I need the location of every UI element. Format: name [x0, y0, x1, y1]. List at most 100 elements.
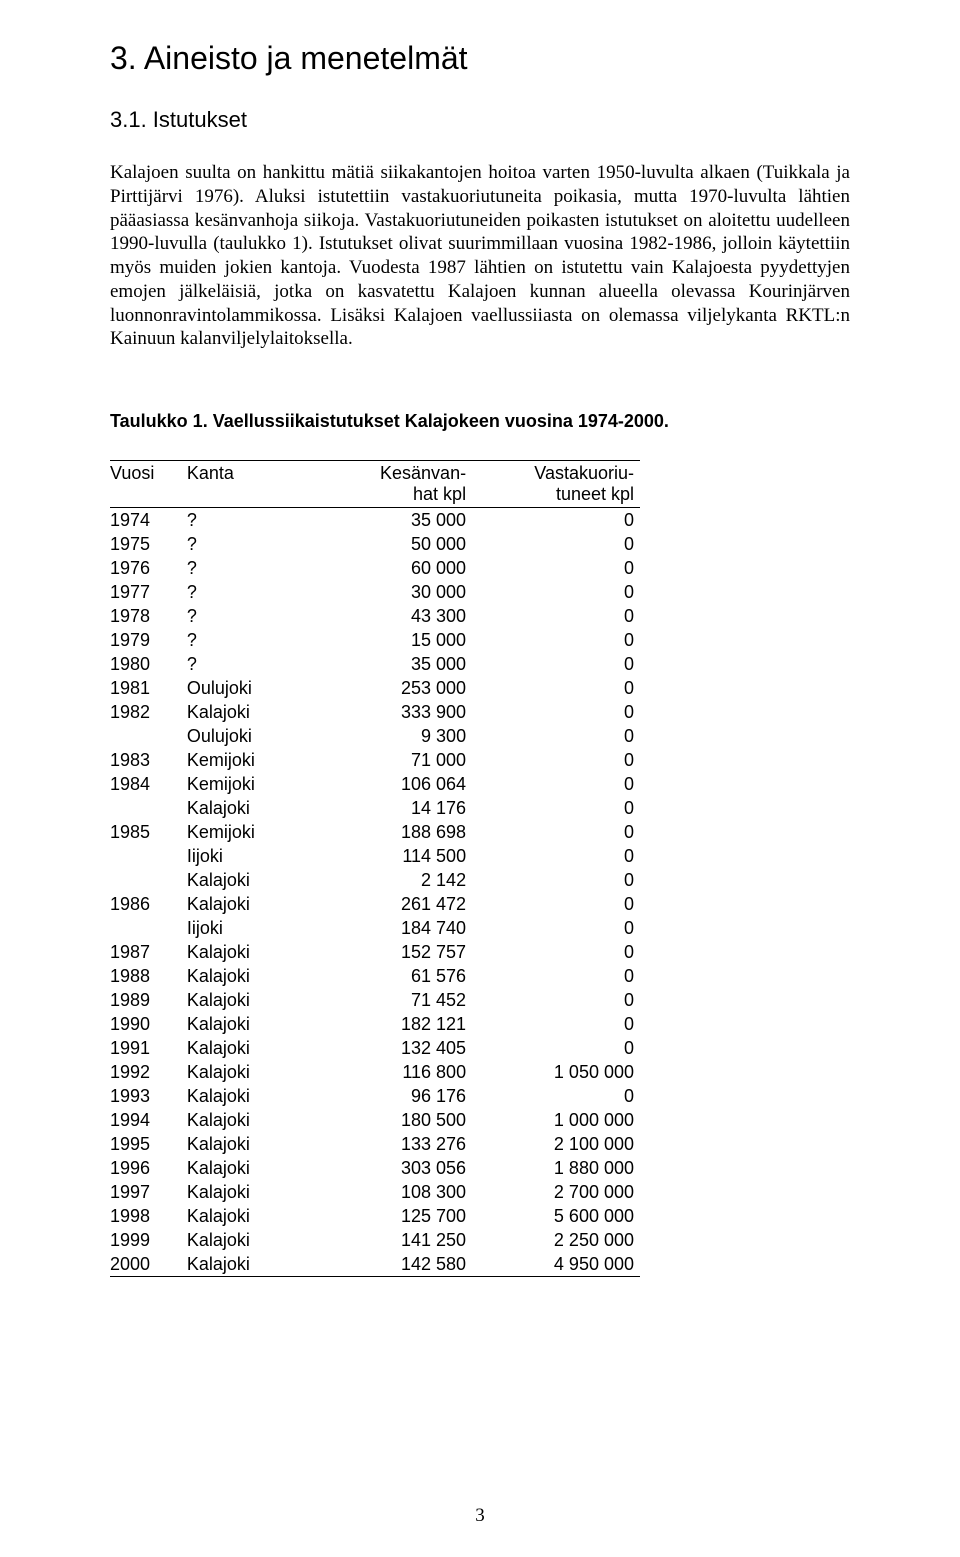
- cell-year: 1976: [110, 556, 187, 580]
- cell-kesanvanhat: 60 000: [304, 556, 472, 580]
- cell-year: 1974: [110, 508, 187, 533]
- cell-vastakuoriutuneet: 1 880 000: [472, 1156, 640, 1180]
- cell-kanta: Kalajoki: [187, 940, 304, 964]
- cell-kanta: ?: [187, 556, 304, 580]
- cell-kanta: ?: [187, 532, 304, 556]
- table-row: 1976?60 0000: [110, 556, 640, 580]
- cell-year: 1998: [110, 1204, 187, 1228]
- cell-kesanvanhat: 182 121: [304, 1012, 472, 1036]
- table-row: 1989Kalajoki71 4520: [110, 988, 640, 1012]
- cell-kesanvanhat: 261 472: [304, 892, 472, 916]
- body-paragraph: Kalajoen suulta on hankittu mätiä siikak…: [110, 161, 850, 351]
- cell-vastakuoriutuneet: 0: [472, 892, 640, 916]
- table-row: 1988Kalajoki61 5760: [110, 964, 640, 988]
- cell-vastakuoriutuneet: 0: [472, 604, 640, 628]
- cell-year: 1986: [110, 892, 187, 916]
- cell-year: 1989: [110, 988, 187, 1012]
- cell-year: 1983: [110, 748, 187, 772]
- table-row: 1983Kemijoki71 0000: [110, 748, 640, 772]
- table-row: 1975?50 0000: [110, 532, 640, 556]
- cell-vastakuoriutuneet: 1 000 000: [472, 1108, 640, 1132]
- table-row: 1978?43 3000: [110, 604, 640, 628]
- table-row: 1980?35 0000: [110, 652, 640, 676]
- cell-year: 1984: [110, 772, 187, 796]
- cell-vastakuoriutuneet: 0: [472, 868, 640, 892]
- cell-kanta: Kalajoki: [187, 700, 304, 724]
- cell-year: 1980: [110, 652, 187, 676]
- cell-vastakuoriutuneet: 0: [472, 700, 640, 724]
- cell-vastakuoriutuneet: 4 950 000: [472, 1252, 640, 1277]
- cell-year: 1977: [110, 580, 187, 604]
- table-row: 1981Oulujoki253 0000: [110, 676, 640, 700]
- page-number: 3: [0, 1505, 960, 1527]
- cell-year: 1995: [110, 1132, 187, 1156]
- table-row: 1998Kalajoki125 7005 600 000: [110, 1204, 640, 1228]
- data-table: Vuosi Kanta Kesänvan- hat kpl Vastakuori…: [110, 460, 640, 1277]
- cell-kesanvanhat: 132 405: [304, 1036, 472, 1060]
- cell-kesanvanhat: 14 176: [304, 796, 472, 820]
- cell-vastakuoriutuneet: 0: [472, 964, 640, 988]
- cell-kesanvanhat: 35 000: [304, 508, 472, 533]
- cell-vastakuoriutuneet: 0: [472, 988, 640, 1012]
- cell-vastakuoriutuneet: 2 250 000: [472, 1228, 640, 1252]
- cell-kesanvanhat: 303 056: [304, 1156, 472, 1180]
- cell-kanta: Kalajoki: [187, 1180, 304, 1204]
- cell-kanta: Kalajoki: [187, 1156, 304, 1180]
- table-row: 1982Kalajoki333 9000: [110, 700, 640, 724]
- cell-year: 1994: [110, 1108, 187, 1132]
- cell-year: 1996: [110, 1156, 187, 1180]
- table-row: 1979?15 0000: [110, 628, 640, 652]
- table-row: Oulujoki9 3000: [110, 724, 640, 748]
- cell-vastakuoriutuneet: 0: [472, 508, 640, 533]
- cell-kanta: Kalajoki: [187, 1060, 304, 1084]
- cell-vastakuoriutuneet: 5 600 000: [472, 1204, 640, 1228]
- subsection-title: 3.1. Istutukset: [110, 107, 850, 133]
- cell-kanta: Kalajoki: [187, 1228, 304, 1252]
- cell-kanta: Kemijoki: [187, 820, 304, 844]
- cell-kesanvanhat: 30 000: [304, 580, 472, 604]
- cell-year: 1979: [110, 628, 187, 652]
- cell-vastakuoriutuneet: 0: [472, 1084, 640, 1108]
- cell-year: 1990: [110, 1012, 187, 1036]
- table-header-row: Vuosi Kanta Kesänvan- hat kpl Vastakuori…: [110, 461, 640, 508]
- cell-year: 1981: [110, 676, 187, 700]
- cell-vastakuoriutuneet: 0: [472, 628, 640, 652]
- cell-kanta: Kalajoki: [187, 1108, 304, 1132]
- cell-vastakuoriutuneet: 0: [472, 1036, 640, 1060]
- cell-vastakuoriutuneet: 0: [472, 676, 640, 700]
- table-row: Iijoki114 5000: [110, 844, 640, 868]
- cell-year: [110, 844, 187, 868]
- table-row: Kalajoki2 1420: [110, 868, 640, 892]
- header-kesanvanhat: Kesänvan- hat kpl: [304, 461, 472, 508]
- table-body: 1974?35 00001975?50 00001976?60 00001977…: [110, 508, 640, 1277]
- cell-kesanvanhat: 43 300: [304, 604, 472, 628]
- cell-kesanvanhat: 35 000: [304, 652, 472, 676]
- cell-kanta: Kalajoki: [187, 1132, 304, 1156]
- table-row: 1996Kalajoki303 0561 880 000: [110, 1156, 640, 1180]
- cell-vastakuoriutuneet: 0: [472, 772, 640, 796]
- cell-year: 1997: [110, 1180, 187, 1204]
- header-text: tuneet kpl: [556, 484, 634, 504]
- table-row: 1974?35 0000: [110, 508, 640, 533]
- cell-vastakuoriutuneet: 0: [472, 796, 640, 820]
- cell-year: [110, 796, 187, 820]
- cell-kesanvanhat: 141 250: [304, 1228, 472, 1252]
- cell-kanta: Kalajoki: [187, 1252, 304, 1277]
- cell-year: 1987: [110, 940, 187, 964]
- cell-kesanvanhat: 2 142: [304, 868, 472, 892]
- cell-kesanvanhat: 96 176: [304, 1084, 472, 1108]
- cell-vastakuoriutuneet: 0: [472, 652, 640, 676]
- cell-kesanvanhat: 188 698: [304, 820, 472, 844]
- cell-kesanvanhat: 253 000: [304, 676, 472, 700]
- cell-kanta: ?: [187, 652, 304, 676]
- cell-kesanvanhat: 108 300: [304, 1180, 472, 1204]
- header-vuosi: Vuosi: [110, 461, 187, 508]
- cell-vastakuoriutuneet: 1 050 000: [472, 1060, 640, 1084]
- header-text: Kesänvan-: [380, 463, 466, 483]
- table-row: 1986Kalajoki261 4720: [110, 892, 640, 916]
- header-text: hat kpl: [413, 484, 466, 504]
- cell-kanta: Kalajoki: [187, 964, 304, 988]
- cell-kanta: Kalajoki: [187, 1012, 304, 1036]
- cell-year: 1991: [110, 1036, 187, 1060]
- cell-year: 1975: [110, 532, 187, 556]
